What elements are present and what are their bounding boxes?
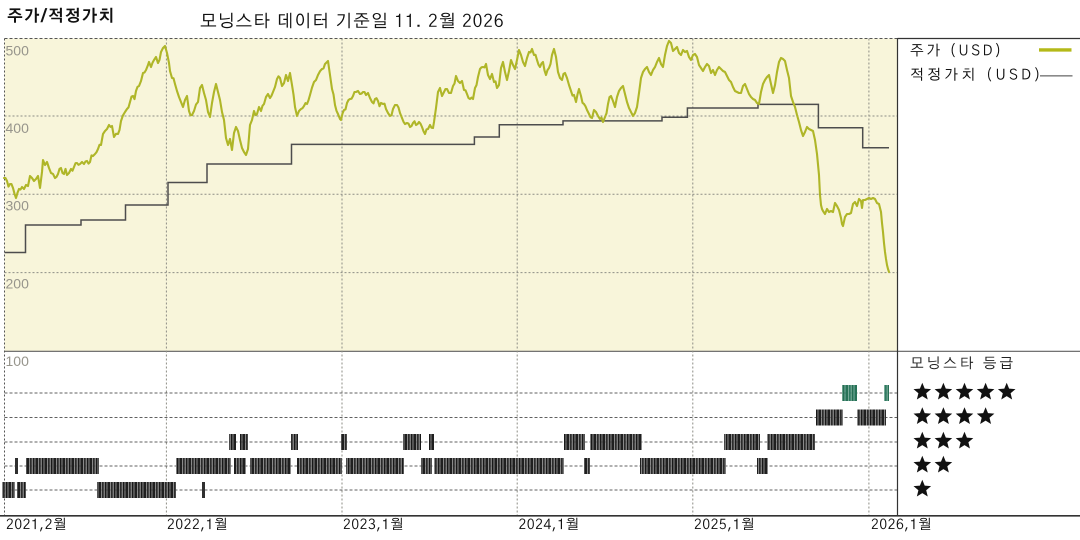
svg-text:500: 500 bbox=[6, 42, 30, 58]
svg-text:300: 300 bbox=[6, 198, 30, 214]
svg-text:400: 400 bbox=[6, 120, 30, 136]
svg-text:100: 100 bbox=[6, 353, 30, 369]
svg-text:200: 200 bbox=[6, 275, 30, 291]
